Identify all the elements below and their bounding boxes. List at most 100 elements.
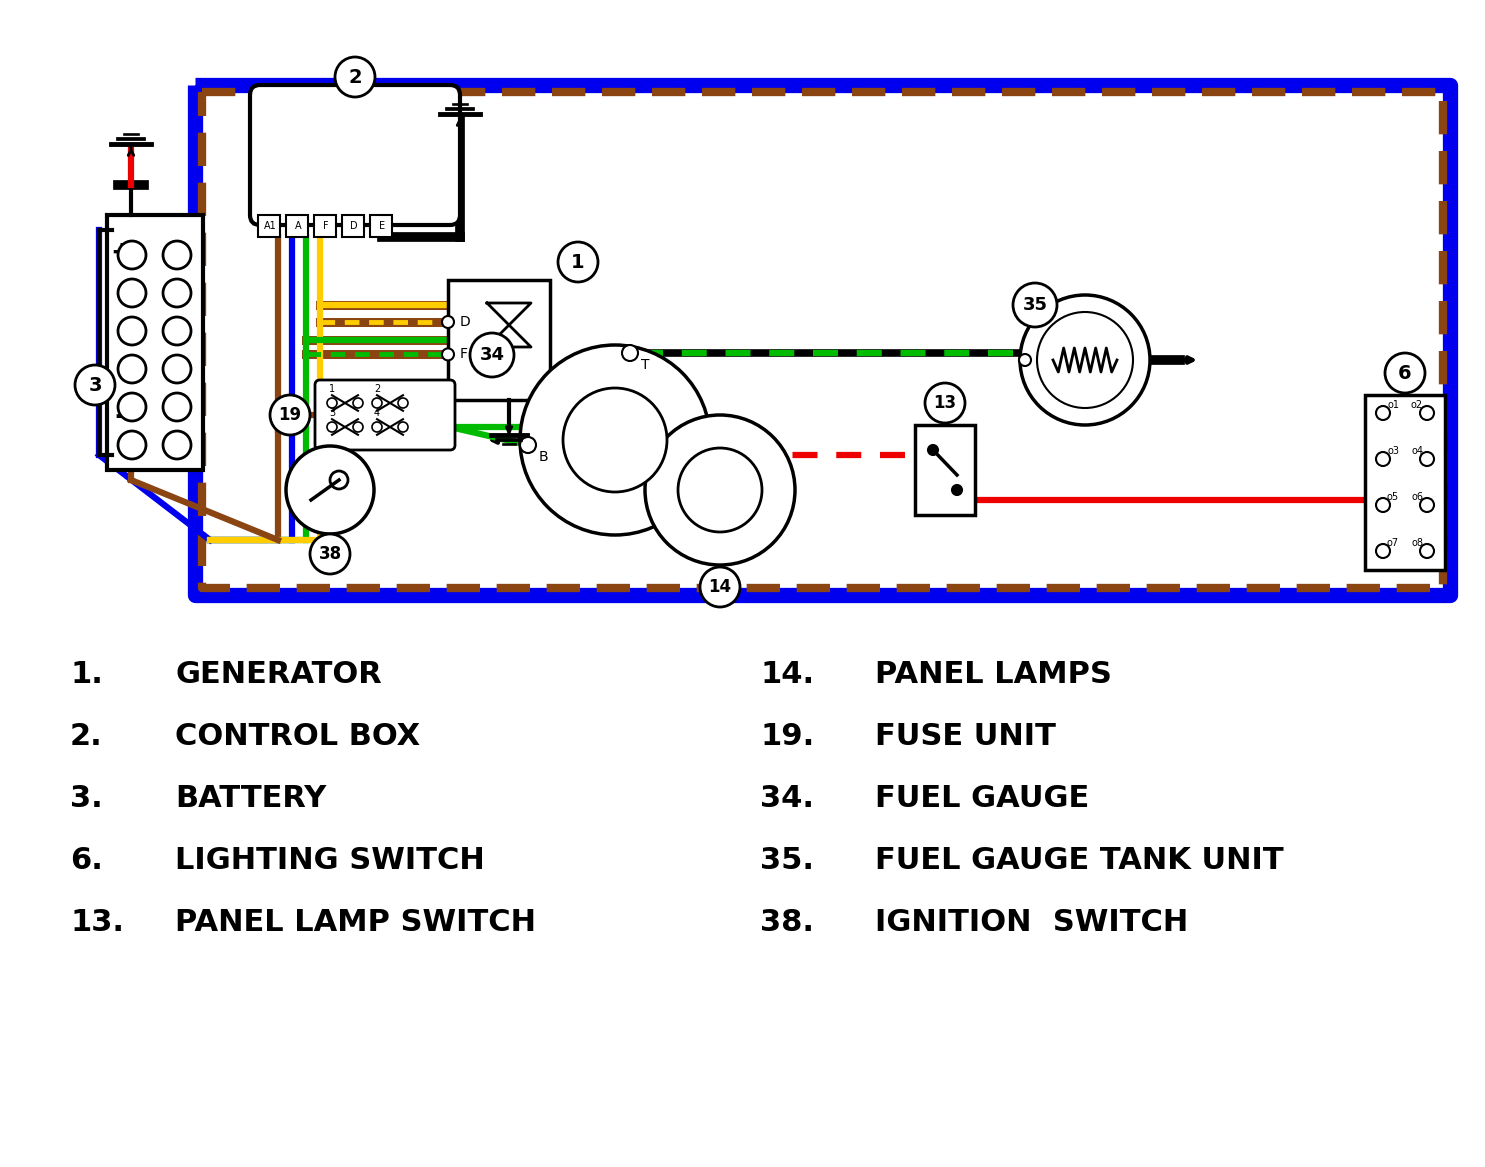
Text: 13: 13 [934,394,956,412]
Bar [313,215,336,237]
Bar [342,215,364,237]
Text: 19: 19 [279,406,301,424]
Circle shape [952,485,962,495]
Text: D: D [460,315,471,329]
Text: 35: 35 [1023,296,1047,314]
Circle shape [398,422,408,432]
Text: FUEL GAUGE TANK UNIT: FUEL GAUGE TANK UNIT [875,846,1283,875]
Text: 35.: 35. [760,846,814,875]
Bar [258,215,281,237]
Circle shape [330,471,347,489]
Text: FUEL GAUGE: FUEL GAUGE [875,784,1090,813]
Bar [448,280,549,400]
Text: o6: o6 [1411,492,1423,502]
Text: 2: 2 [347,68,362,86]
Circle shape [117,393,146,421]
Circle shape [1377,452,1390,466]
Text: 1.: 1. [70,661,102,689]
Circle shape [1020,295,1149,425]
Circle shape [163,431,192,459]
Text: 38.: 38. [760,908,814,937]
Circle shape [1013,284,1057,327]
Text: o1: o1 [1387,400,1399,410]
Circle shape [327,398,337,408]
Text: F: F [324,221,328,231]
Text: FUSE UNIT: FUSE UNIT [875,722,1056,752]
Circle shape [1377,498,1390,512]
Circle shape [163,242,192,270]
Circle shape [1377,406,1390,420]
Text: IGNITION  SWITCH: IGNITION SWITCH [875,908,1188,937]
Circle shape [1420,452,1435,466]
Bar [370,215,392,237]
Circle shape [520,345,710,534]
Text: 2.: 2. [70,722,102,752]
Circle shape [1019,354,1031,366]
Text: B: B [538,450,548,464]
Text: LIGHTING SWITCH: LIGHTING SWITCH [175,846,484,875]
FancyBboxPatch shape [249,85,460,225]
Circle shape [353,398,362,408]
Circle shape [622,345,639,361]
FancyBboxPatch shape [107,215,203,470]
Text: 14.: 14. [760,661,814,689]
Circle shape [117,279,146,307]
Text: A1: A1 [264,221,276,231]
Text: E: E [379,221,385,231]
Circle shape [270,394,310,435]
Text: BATTERY: BATTERY [175,784,327,813]
Text: 2: 2 [374,384,380,394]
Text: 3: 3 [88,376,102,394]
Text: F: F [460,348,468,362]
Circle shape [373,398,382,408]
Text: 19.: 19. [760,722,814,752]
Circle shape [928,445,939,455]
Circle shape [163,317,192,345]
Circle shape [1037,312,1133,408]
Text: 34.: 34. [760,784,814,813]
Circle shape [925,383,965,422]
Text: o5: o5 [1387,492,1399,502]
Circle shape [76,365,114,405]
Bar [1365,394,1445,569]
Circle shape [469,333,514,377]
Text: A: A [294,221,301,231]
Circle shape [336,57,376,97]
Text: 13.: 13. [70,908,125,937]
Circle shape [699,567,740,607]
Text: 3: 3 [330,408,336,418]
Circle shape [1420,544,1435,558]
Text: PANEL LAMP SWITCH: PANEL LAMP SWITCH [175,908,536,937]
Text: o7: o7 [1387,538,1399,548]
Circle shape [353,422,362,432]
Circle shape [117,317,146,345]
Text: CONTROL BOX: CONTROL BOX [175,722,420,752]
Circle shape [1420,406,1435,420]
Text: PANEL LAMPS: PANEL LAMPS [875,661,1112,689]
Circle shape [520,436,536,453]
Circle shape [310,534,350,574]
Text: o2: o2 [1411,400,1423,410]
Circle shape [1377,544,1390,558]
Circle shape [327,422,337,432]
Circle shape [287,446,374,534]
Text: o3: o3 [1387,446,1399,456]
Text: 34: 34 [480,345,505,364]
Bar [915,425,976,515]
Text: D: D [350,221,358,231]
Text: T: T [640,358,649,372]
FancyBboxPatch shape [315,380,454,450]
Circle shape [443,349,454,361]
Circle shape [117,242,146,270]
Text: 3.: 3. [70,784,102,813]
Circle shape [1386,352,1426,393]
Text: 1: 1 [330,384,336,394]
Text: 6.: 6. [70,846,102,875]
Text: 4: 4 [374,408,380,418]
Bar [287,215,307,237]
Circle shape [443,316,454,328]
Text: GENERATOR: GENERATOR [175,661,382,689]
Circle shape [163,355,192,383]
Circle shape [1420,498,1435,512]
Text: -: - [114,401,128,431]
